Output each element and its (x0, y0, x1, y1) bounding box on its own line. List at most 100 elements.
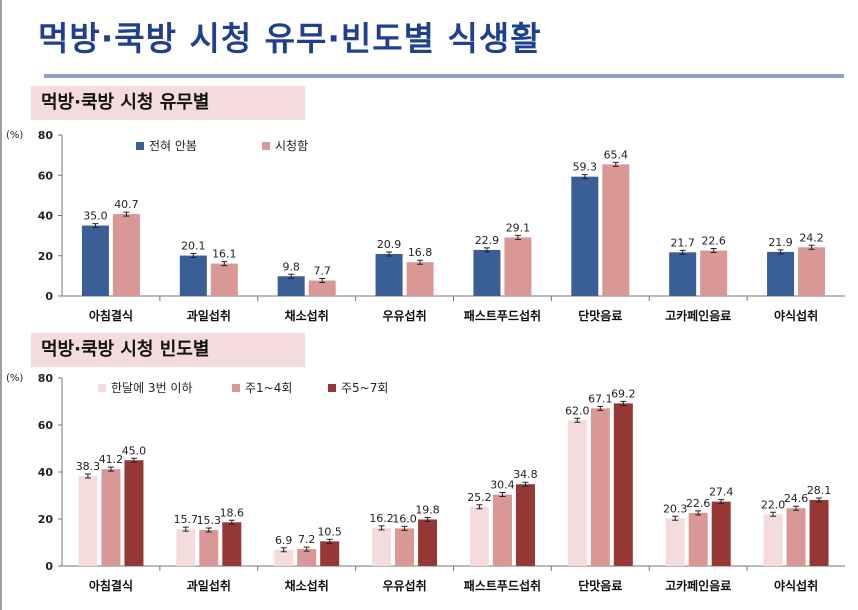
category-label: 야식섭취 (774, 308, 818, 323)
bar (406, 262, 434, 296)
title-underline (44, 74, 844, 78)
y-tick-label: 0 (45, 290, 53, 303)
category-label: 패스트푸드섭취 (464, 308, 541, 323)
bar (176, 529, 196, 566)
error-bar (228, 519, 235, 525)
data-label: 24.6 (784, 492, 809, 505)
data-label: 7.2 (298, 533, 316, 546)
data-label: 22.0 (761, 498, 786, 511)
y-tick-label: 60 (38, 419, 54, 432)
bar (179, 255, 207, 296)
bar (297, 549, 317, 566)
error-bar (718, 499, 725, 505)
bar (798, 247, 826, 296)
data-label: 40.7 (114, 198, 139, 211)
category-label: 우유섭취 (382, 308, 426, 323)
bar (78, 475, 98, 566)
bar (700, 250, 728, 296)
bar (711, 501, 731, 566)
error-bar (483, 247, 490, 253)
section-label-viewing: 먹방·쿡방 시청 유무별 (31, 86, 305, 120)
bar (112, 214, 140, 296)
legend-label: 주5~7회 (341, 381, 388, 395)
bar (274, 549, 294, 566)
error-bar (130, 457, 137, 463)
error-bar (84, 473, 91, 479)
y-tick-label: 40 (38, 210, 54, 223)
data-label: 20.9 (377, 238, 402, 251)
data-label: 67.1 (588, 392, 613, 405)
category-label: 아침결식 (89, 308, 133, 323)
data-label: 41.2 (99, 453, 124, 466)
bar (613, 403, 633, 566)
category-label: 고카페인음료 (665, 578, 731, 593)
data-label: 45.0 (122, 444, 147, 457)
error-bar (808, 244, 815, 250)
bar (101, 469, 121, 566)
data-label: 29.1 (506, 221, 531, 234)
bar (515, 484, 535, 566)
legend-swatch (98, 384, 106, 392)
data-label: 16.0 (392, 512, 417, 525)
data-label: 21.7 (670, 236, 695, 249)
category-label: 채소섭취 (285, 578, 329, 593)
y-axis-unit: (%) (6, 373, 23, 384)
error-bar (378, 525, 385, 531)
error-bar (514, 234, 521, 240)
category-label: 패스트푸드섭취 (464, 578, 541, 593)
error-bar (581, 174, 588, 180)
data-label: 62.0 (565, 404, 590, 417)
data-label: 6.9 (275, 534, 293, 547)
data-label: 59.3 (573, 161, 598, 174)
error-bar (612, 161, 619, 167)
error-bar (777, 249, 784, 255)
y-axis-unit: (%) (6, 130, 23, 141)
error-bar (221, 261, 228, 267)
error-bar (710, 248, 717, 254)
bar (809, 499, 829, 566)
legend-swatch (328, 384, 336, 392)
data-label: 9.8 (282, 260, 300, 273)
section-label-frequency: 먹방·쿡방 시청 빈도별 (31, 333, 305, 367)
error-bar (679, 249, 686, 255)
legend-swatch (232, 384, 240, 392)
category-label: 고카페인음료 (665, 308, 731, 323)
bar (590, 408, 610, 566)
bar (473, 249, 501, 296)
category-label: 채소섭취 (285, 308, 329, 323)
error-bar (620, 400, 627, 406)
error-bar (816, 497, 823, 503)
data-label: 21.9 (768, 236, 793, 249)
bar (395, 528, 415, 566)
bar (688, 512, 708, 566)
data-label: 20.1 (181, 240, 206, 253)
data-label: 20.3 (663, 502, 688, 515)
legend-label: 시청함 (275, 139, 308, 153)
bar (567, 420, 587, 566)
error-bar (417, 259, 424, 265)
error-bar (695, 510, 702, 516)
error-bar (123, 211, 130, 217)
y-tick-label: 80 (38, 372, 54, 385)
legend-label: 한달에 3번 이하 (111, 381, 193, 395)
error-bar (672, 515, 679, 521)
error-bar (574, 417, 581, 423)
chart-viewing-frequency: (%) 0 20 40 60 80 아침결식 38.341.245.0 과일섭취 15.715.3… (6, 372, 845, 593)
bar (492, 494, 512, 566)
bar (669, 252, 697, 296)
bar (277, 276, 305, 296)
bar (320, 541, 340, 566)
bar (222, 522, 242, 566)
data-label: 65.4 (604, 148, 629, 161)
error-bar (205, 527, 212, 533)
bar (786, 508, 806, 566)
category-label: 과일섭취 (187, 308, 231, 323)
category-label: 우유섭취 (382, 578, 426, 593)
y-tick-label: 20 (38, 513, 54, 526)
error-bar (770, 511, 777, 517)
bar (372, 527, 392, 566)
y-tick-label: 20 (38, 250, 54, 263)
data-label: 10.5 (317, 525, 342, 538)
data-label: 69.2 (611, 387, 636, 400)
error-bar (190, 253, 197, 259)
